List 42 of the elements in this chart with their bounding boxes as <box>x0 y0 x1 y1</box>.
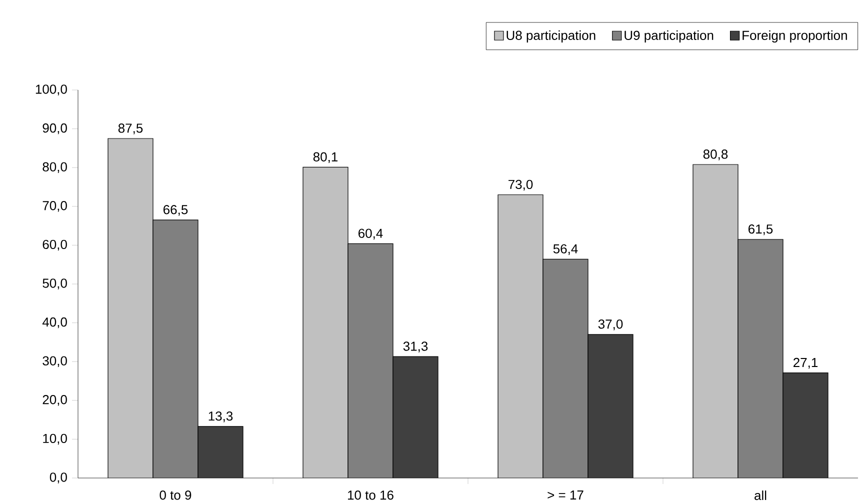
bar <box>348 244 394 478</box>
x-tick-label: > = 17 <box>548 490 584 500</box>
y-tick-label: 40,0 <box>42 317 67 328</box>
x-tick-label: 10 to 16 <box>348 490 394 500</box>
y-tick-label: 30,0 <box>42 356 67 367</box>
bar <box>393 356 438 478</box>
data-label: 66,5 <box>164 205 188 216</box>
bar <box>303 167 348 478</box>
y-tick-label: 100,0 <box>36 84 67 96</box>
data-label: 31,3 <box>403 342 428 352</box>
data-label: 56,4 <box>553 244 578 255</box>
legend-label: Foreign proportion <box>742 30 847 43</box>
y-tick-label: 20,0 <box>42 395 67 406</box>
bar <box>108 138 153 478</box>
x-tick-label: all <box>754 490 766 500</box>
data-label: 80,8 <box>703 150 728 160</box>
y-tick-label: 60,0 <box>42 240 67 251</box>
y-tick-label: 70,0 <box>42 201 67 212</box>
x-tick-label: 0 to 9 <box>160 490 192 500</box>
bar <box>198 426 243 478</box>
data-label: 87,5 <box>118 124 143 134</box>
y-tick-label: 80,0 <box>42 162 67 173</box>
y-tick-label: 10,0 <box>43 434 67 445</box>
legend-label: U8 participation <box>506 30 596 43</box>
data-label: 73,0 <box>508 180 533 191</box>
bar <box>738 239 784 478</box>
data-label: 37,0 <box>598 320 623 330</box>
y-tick-label: 0,0 <box>50 472 67 484</box>
bar <box>782 372 828 478</box>
bar <box>692 164 738 478</box>
bar <box>498 194 544 478</box>
y-tick-label: 50,0 <box>42 278 67 290</box>
bar <box>588 334 634 478</box>
legend-label: U9 participation <box>624 30 714 43</box>
data-label: 61,5 <box>748 224 773 236</box>
bar <box>543 259 588 478</box>
data-label: 27,1 <box>794 358 818 369</box>
data-label: 80,1 <box>313 152 338 163</box>
bar <box>153 220 198 478</box>
y-tick-label: 90,0 <box>42 123 67 134</box>
data-label: 13,3 <box>208 411 233 422</box>
data-label: 60,4 <box>358 228 383 240</box>
